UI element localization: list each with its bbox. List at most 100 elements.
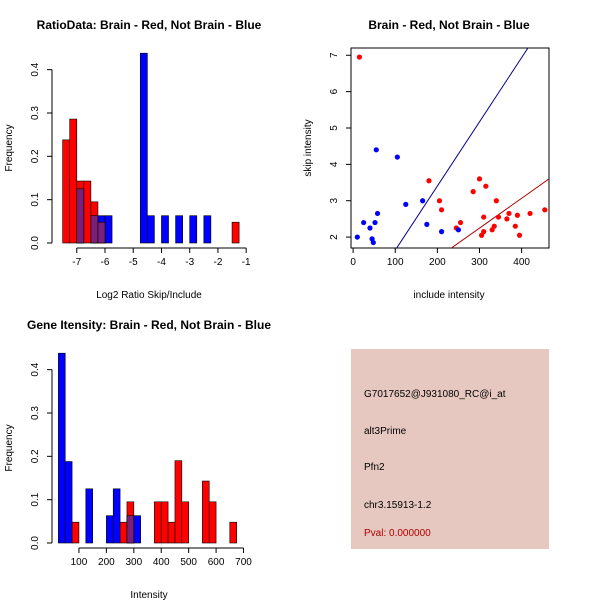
scatter-y-tick-label: 2 — [329, 234, 340, 240]
ratio-histogram-xlabel: Log2 Ratio Skip/Include — [96, 290, 202, 301]
ratio-y-tick-label: 0.2 — [30, 149, 41, 163]
scatter-point-notbrain-2 — [367, 225, 373, 231]
intensity-scatter: Brain - Red, Not Brain - Blue include in… — [303, 18, 550, 301]
scatter-x-tick-label: 100 — [387, 257, 404, 268]
scatter-x-tick-label: 400 — [513, 257, 530, 268]
intensity-bar-brain-3 — [154, 501, 162, 544]
scatter-point-brain-1 — [426, 178, 432, 184]
intensity-histogram-bars — [58, 352, 237, 544]
ratio-x-tick-label: -6 — [101, 257, 110, 268]
scatter-ylabel: skip intensity — [303, 119, 314, 176]
intensity-bar-brain-0 — [71, 521, 80, 544]
scatter-fit-line-0 — [396, 48, 529, 248]
event-type: alt3Prime — [364, 426, 407, 437]
intensity-y-tick-label: 0.1 — [30, 492, 41, 506]
intensity-x-tick-label: 200 — [98, 557, 115, 568]
scatter-point-brain-9 — [483, 183, 489, 189]
scatter-point-brain-22 — [542, 207, 548, 213]
ratio-y-tick-label: 0.3 — [30, 106, 41, 120]
intensity-bar-brain-1 — [119, 521, 128, 544]
intensity-y-tick-label: 0.2 — [30, 449, 41, 463]
intensity-histogram-title: Gene Itensity: Brain - Red, Not Brain - … — [27, 318, 271, 332]
ratio-y-tick-label: 0.0 — [30, 236, 41, 250]
scatter-point-notbrain-10 — [424, 221, 430, 227]
scatter-xlabel: include intensity — [413, 290, 484, 301]
intensity-histogram-axes: 100 200 300 400 500 600 700 0.0 0.1 0.2 0.3 0.4 — [30, 362, 252, 568]
scatter-x-tick-label: 0 — [350, 257, 356, 268]
scatter-point-notbrain-12 — [438, 229, 445, 235]
ratio-y-tick-label: 0.4 — [30, 62, 41, 76]
scatter-axes: 0 100 200 300 400 2 3 4 5 6 7 — [329, 52, 530, 268]
ratio-x-tick-label: -4 — [157, 257, 166, 268]
scatter-point-notbrain-11 — [420, 198, 426, 204]
intensity-bar-brain-8 — [202, 480, 210, 544]
scatter-point-notbrain-0 — [354, 234, 360, 240]
intensity-bar-brain-10 — [229, 521, 237, 544]
intensity-y-tick-label: 0.3 — [30, 406, 41, 420]
intensity-x-tick-label: 700 — [235, 557, 252, 568]
probe-id: G7017652@J931080_RC@i_at — [364, 389, 506, 400]
ratio-bar-notbrain-8 — [189, 215, 198, 244]
ratio-histogram: RatioData: Brain - Red, Not Brain - Blue… — [4, 18, 262, 301]
intensity-bar-notbrain-3 — [106, 515, 114, 544]
scatter-point-brain-13 — [491, 223, 497, 229]
intensity-x-tick-label: 600 — [208, 557, 225, 568]
info-panel-background — [351, 349, 549, 549]
ratio-y-tick-label: 0.1 — [30, 192, 41, 206]
ratio-bar-brain-1 — [69, 118, 78, 244]
scatter-point-notbrain-9 — [403, 201, 409, 207]
intensity-y-tick-label: 0.0 — [30, 536, 41, 550]
intensity-bar-brain-5 — [167, 521, 176, 544]
scatter-point-brain-0 — [356, 54, 363, 60]
scatter-point-brain-11 — [481, 229, 487, 235]
scatter-point-brain-3 — [438, 207, 445, 213]
scatter-point-notbrain-1 — [361, 219, 367, 226]
scatter-x-tick-label: 300 — [471, 257, 488, 268]
intensity-bar-brain-9 — [208, 501, 217, 544]
ratio-bar-overlap-1 — [90, 215, 99, 244]
ratio-bar-brain-3 — [83, 180, 92, 244]
scatter-point-brain-19 — [514, 212, 521, 218]
ratio-x-tick-label: -7 — [72, 257, 81, 268]
intensity-bar-notbrain-1 — [64, 461, 73, 544]
genomic-location: chr3.15913-1.2 — [364, 500, 432, 511]
intensity-bar-notbrain-2 — [85, 488, 93, 544]
scatter-point-notbrain-6 — [374, 210, 381, 217]
intensity-x-tick-label: 300 — [125, 557, 142, 568]
scatter-y-tick-label: 5 — [329, 125, 340, 131]
p-value: Pval: 0.000000 — [364, 528, 431, 539]
scatter-point-brain-20 — [516, 232, 523, 238]
intensity-histogram-ylabel: Frequency — [4, 424, 15, 471]
intensity-bar-notbrain-0 — [58, 352, 66, 544]
info-panel: G7017652@J931080_RC@i_at alt3Prime Pfn2 … — [351, 349, 549, 549]
scatter-point-notbrain-8 — [394, 154, 400, 160]
ratio-bar-notbrain-6 — [161, 215, 169, 244]
ratio-bar-overlap-0 — [76, 188, 85, 244]
intensity-y-tick-label: 0.4 — [30, 362, 41, 376]
scatter-title: Brain - Red, Not Brain - Blue — [368, 18, 530, 32]
ratio-x-tick-label: -5 — [129, 257, 138, 268]
intensity-histogram: Gene Itensity: Brain - Red, Not Brain - … — [4, 318, 271, 600]
ratio-histogram-axes: -7 -6 -5 -4 -3 -2 -1 0.0 0.1 0.2 0.3 0.4 — [30, 62, 251, 268]
intensity-bar-notbrain-4 — [112, 488, 121, 544]
scatter-point-brain-21 — [527, 210, 533, 217]
scatter-point-brain-6 — [470, 189, 476, 195]
scatter-point-brain-16 — [504, 216, 510, 222]
intensity-bar-brain-7 — [181, 501, 189, 544]
scatter-marks — [354, 48, 549, 248]
scatter-y-tick-label: 6 — [329, 88, 340, 94]
scatter-point-notbrain-4 — [370, 239, 376, 246]
scatter-y-tick-label: 4 — [329, 161, 340, 167]
ratio-bar-brain-6 — [231, 221, 240, 244]
intensity-x-tick-label: 100 — [71, 557, 88, 568]
scatter-point-brain-5 — [457, 219, 464, 226]
ratio-x-tick-label: -1 — [242, 257, 251, 268]
scatter-y-tick-label: 3 — [329, 198, 340, 204]
ratio-bar-notbrain-3 — [104, 215, 113, 244]
intensity-x-tick-label: 400 — [153, 557, 170, 568]
intensity-bar-overlap-5 — [126, 515, 135, 544]
ratio-bar-overlap-2 — [97, 221, 106, 244]
ratio-bar-notbrain-9 — [203, 215, 212, 244]
ratio-x-tick-label: -3 — [185, 257, 194, 268]
intensity-histogram-xlabel: Intensity — [130, 590, 167, 600]
